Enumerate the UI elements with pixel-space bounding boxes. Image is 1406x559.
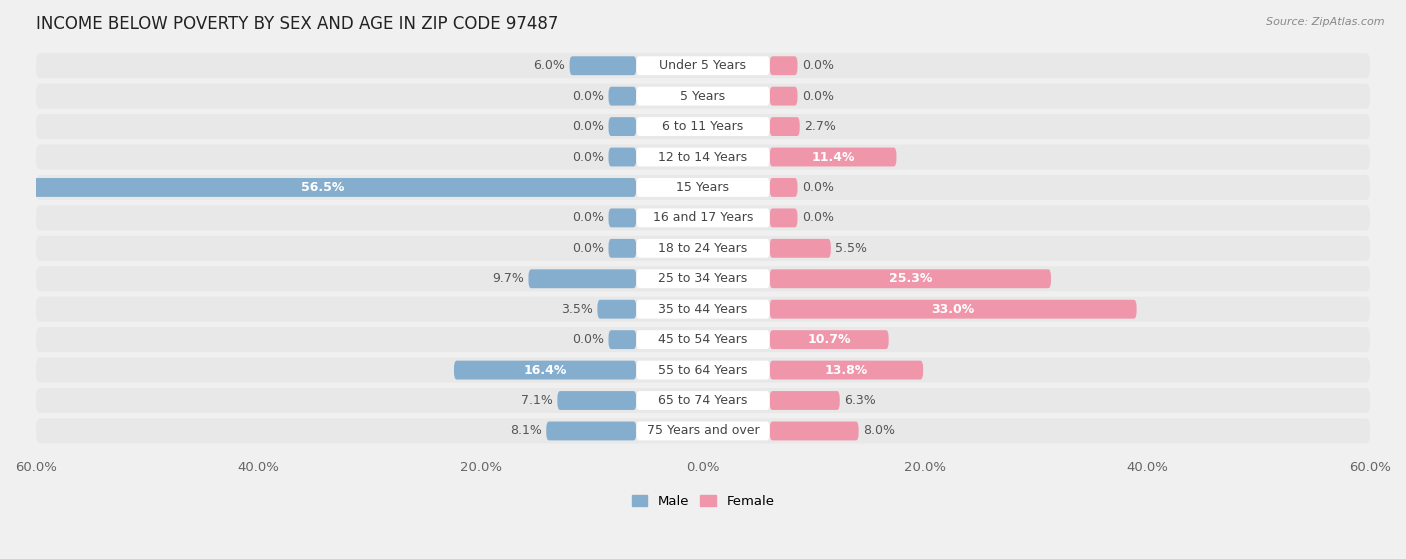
FancyBboxPatch shape bbox=[637, 209, 769, 228]
FancyBboxPatch shape bbox=[37, 236, 1369, 261]
Text: 6.3%: 6.3% bbox=[844, 394, 876, 407]
Text: 8.1%: 8.1% bbox=[510, 424, 541, 438]
Text: 55 to 64 Years: 55 to 64 Years bbox=[658, 363, 748, 377]
Text: 11.4%: 11.4% bbox=[811, 150, 855, 164]
FancyBboxPatch shape bbox=[637, 300, 769, 319]
FancyBboxPatch shape bbox=[547, 421, 637, 440]
FancyBboxPatch shape bbox=[37, 145, 1369, 169]
FancyBboxPatch shape bbox=[609, 87, 637, 106]
FancyBboxPatch shape bbox=[454, 361, 637, 380]
FancyBboxPatch shape bbox=[37, 205, 1369, 230]
Legend: Male, Female: Male, Female bbox=[626, 489, 780, 513]
FancyBboxPatch shape bbox=[637, 330, 769, 349]
Text: 0.0%: 0.0% bbox=[801, 89, 834, 103]
FancyBboxPatch shape bbox=[637, 117, 769, 136]
Text: 13.8%: 13.8% bbox=[825, 363, 868, 377]
FancyBboxPatch shape bbox=[769, 87, 797, 106]
Text: 75 Years and over: 75 Years and over bbox=[647, 424, 759, 438]
FancyBboxPatch shape bbox=[637, 269, 769, 288]
Text: INCOME BELOW POVERTY BY SEX AND AGE IN ZIP CODE 97487: INCOME BELOW POVERTY BY SEX AND AGE IN Z… bbox=[37, 15, 558, 33]
Text: 5.5%: 5.5% bbox=[835, 242, 868, 255]
Text: 0.0%: 0.0% bbox=[572, 211, 605, 224]
FancyBboxPatch shape bbox=[637, 56, 769, 75]
FancyBboxPatch shape bbox=[769, 269, 1050, 288]
FancyBboxPatch shape bbox=[769, 421, 859, 440]
Text: 65 to 74 Years: 65 to 74 Years bbox=[658, 394, 748, 407]
FancyBboxPatch shape bbox=[769, 148, 897, 167]
FancyBboxPatch shape bbox=[37, 114, 1369, 139]
Text: 16 and 17 Years: 16 and 17 Years bbox=[652, 211, 754, 224]
FancyBboxPatch shape bbox=[769, 117, 800, 136]
FancyBboxPatch shape bbox=[769, 56, 797, 75]
Text: 0.0%: 0.0% bbox=[572, 120, 605, 133]
FancyBboxPatch shape bbox=[609, 239, 637, 258]
Text: Source: ZipAtlas.com: Source: ZipAtlas.com bbox=[1267, 17, 1385, 27]
Text: 0.0%: 0.0% bbox=[572, 333, 605, 346]
Text: 16.4%: 16.4% bbox=[523, 363, 567, 377]
FancyBboxPatch shape bbox=[609, 209, 637, 228]
FancyBboxPatch shape bbox=[569, 56, 637, 75]
FancyBboxPatch shape bbox=[637, 391, 769, 410]
FancyBboxPatch shape bbox=[37, 53, 1369, 78]
FancyBboxPatch shape bbox=[37, 358, 1369, 382]
Text: 15 Years: 15 Years bbox=[676, 181, 730, 194]
FancyBboxPatch shape bbox=[598, 300, 637, 319]
Text: 25.3%: 25.3% bbox=[889, 272, 932, 285]
Text: 35 to 44 Years: 35 to 44 Years bbox=[658, 303, 748, 316]
FancyBboxPatch shape bbox=[637, 87, 769, 106]
FancyBboxPatch shape bbox=[769, 178, 797, 197]
Text: 0.0%: 0.0% bbox=[801, 211, 834, 224]
Text: 0.0%: 0.0% bbox=[801, 59, 834, 72]
Text: 3.5%: 3.5% bbox=[561, 303, 593, 316]
FancyBboxPatch shape bbox=[637, 148, 769, 167]
Text: 0.0%: 0.0% bbox=[572, 242, 605, 255]
Text: 6 to 11 Years: 6 to 11 Years bbox=[662, 120, 744, 133]
Text: 10.7%: 10.7% bbox=[807, 333, 851, 346]
FancyBboxPatch shape bbox=[37, 327, 1369, 352]
Text: 2.7%: 2.7% bbox=[804, 120, 837, 133]
Text: 25 to 34 Years: 25 to 34 Years bbox=[658, 272, 748, 285]
Text: 0.0%: 0.0% bbox=[572, 150, 605, 164]
FancyBboxPatch shape bbox=[769, 361, 924, 380]
Text: 45 to 54 Years: 45 to 54 Years bbox=[658, 333, 748, 346]
FancyBboxPatch shape bbox=[769, 391, 839, 410]
Text: 12 to 14 Years: 12 to 14 Years bbox=[658, 150, 748, 164]
FancyBboxPatch shape bbox=[769, 209, 797, 228]
Text: 5 Years: 5 Years bbox=[681, 89, 725, 103]
FancyBboxPatch shape bbox=[529, 269, 637, 288]
FancyBboxPatch shape bbox=[637, 421, 769, 440]
FancyBboxPatch shape bbox=[637, 239, 769, 258]
FancyBboxPatch shape bbox=[637, 178, 769, 197]
FancyBboxPatch shape bbox=[557, 391, 637, 410]
Text: 0.0%: 0.0% bbox=[572, 89, 605, 103]
FancyBboxPatch shape bbox=[37, 297, 1369, 321]
Text: 8.0%: 8.0% bbox=[863, 424, 896, 438]
Text: 9.7%: 9.7% bbox=[492, 272, 524, 285]
Text: 6.0%: 6.0% bbox=[533, 59, 565, 72]
Text: Under 5 Years: Under 5 Years bbox=[659, 59, 747, 72]
FancyBboxPatch shape bbox=[37, 84, 1369, 108]
FancyBboxPatch shape bbox=[37, 388, 1369, 413]
FancyBboxPatch shape bbox=[637, 361, 769, 380]
FancyBboxPatch shape bbox=[37, 175, 1369, 200]
FancyBboxPatch shape bbox=[769, 300, 1136, 319]
Text: 18 to 24 Years: 18 to 24 Years bbox=[658, 242, 748, 255]
FancyBboxPatch shape bbox=[769, 330, 889, 349]
FancyBboxPatch shape bbox=[769, 239, 831, 258]
Text: 33.0%: 33.0% bbox=[932, 303, 974, 316]
Text: 7.1%: 7.1% bbox=[522, 394, 553, 407]
FancyBboxPatch shape bbox=[609, 148, 637, 167]
Text: 0.0%: 0.0% bbox=[801, 181, 834, 194]
FancyBboxPatch shape bbox=[609, 117, 637, 136]
FancyBboxPatch shape bbox=[8, 178, 637, 197]
FancyBboxPatch shape bbox=[37, 419, 1369, 443]
FancyBboxPatch shape bbox=[37, 266, 1369, 291]
FancyBboxPatch shape bbox=[609, 330, 637, 349]
Text: 56.5%: 56.5% bbox=[301, 181, 344, 194]
